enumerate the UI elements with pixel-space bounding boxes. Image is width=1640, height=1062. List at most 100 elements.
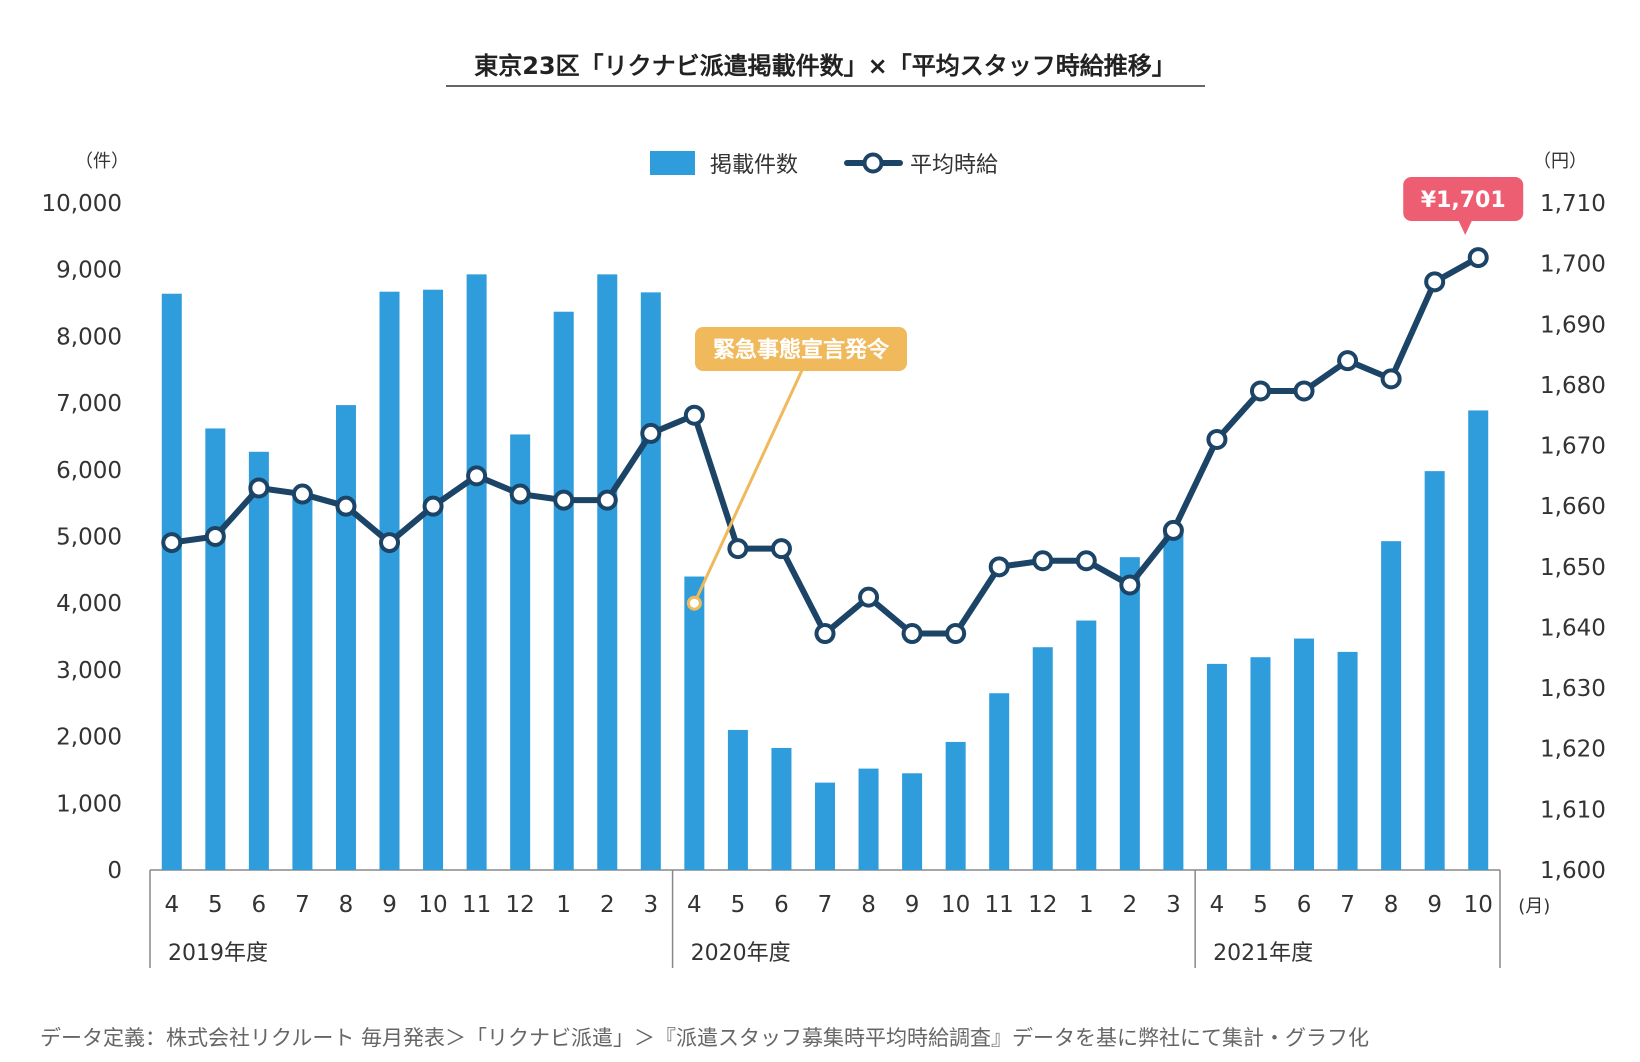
right-tick-label: 1,630 xyxy=(1540,676,1606,702)
bar xyxy=(1424,471,1445,870)
x-tick-label: 12 xyxy=(1028,892,1057,918)
bar xyxy=(1032,647,1053,870)
right-tick-label: 1,710 xyxy=(1540,191,1606,217)
emergency-callout-box xyxy=(695,327,907,371)
fiscal-year-label: 2019年度 xyxy=(168,941,268,966)
x-tick-label: 12 xyxy=(506,892,535,918)
x-tick-label: 1 xyxy=(1079,892,1094,918)
x-tick-label: 6 xyxy=(252,892,267,918)
line-point xyxy=(422,495,444,517)
left-tick-label: 7,000 xyxy=(56,391,122,417)
right-tick-label: 1,670 xyxy=(1540,434,1606,460)
x-tick-label: 7 xyxy=(295,892,310,918)
left-tick-label: 2,000 xyxy=(56,725,122,751)
left-axis-unit: （件） xyxy=(75,151,129,172)
left-tick-label: 4,000 xyxy=(56,591,122,617)
bar-series xyxy=(161,274,1489,871)
right-tick-label: 1,680 xyxy=(1540,373,1606,399)
x-tick-label: 7 xyxy=(1340,892,1355,918)
bar xyxy=(1337,651,1358,870)
x-tick-label: 3 xyxy=(643,892,658,918)
legend: 掲載件数 平均時給 xyxy=(650,151,998,178)
x-tick-label: 9 xyxy=(1427,892,1442,918)
bar xyxy=(640,292,661,870)
line-point xyxy=(1424,271,1446,293)
line-point xyxy=(1162,519,1184,541)
x-tick-label: 4 xyxy=(687,892,702,918)
line-point xyxy=(509,483,531,505)
line-point xyxy=(988,556,1010,578)
bar xyxy=(1163,531,1184,870)
legend-bar-swatch xyxy=(650,151,695,175)
line-point xyxy=(1206,428,1228,450)
emergency-pointer-line xyxy=(692,367,805,604)
fiscal-year-label: 2020年度 xyxy=(691,941,791,966)
bar xyxy=(815,782,835,870)
x-tick-label: 9 xyxy=(905,892,920,918)
line-series xyxy=(161,247,1489,645)
x-tick-label: 5 xyxy=(208,892,223,918)
line-point xyxy=(161,532,183,554)
peak-callout-box xyxy=(1403,177,1524,221)
line-point xyxy=(640,422,662,444)
bar xyxy=(248,451,269,870)
source-note: データ定義：株式会社リクルート 毎月発表＞「リクナビ派遣」＞『派遣スタッフ募集時… xyxy=(40,1026,1369,1050)
line-point xyxy=(1380,368,1402,390)
chart-title-text: 東京23区「リクナビ派遣掲載件数」×「平均スタッフ時給推移」 xyxy=(474,52,1176,80)
bar xyxy=(379,291,400,870)
bar xyxy=(161,293,182,870)
x-tick-label: 6 xyxy=(1297,892,1312,918)
line-point xyxy=(1032,550,1054,572)
line-point xyxy=(1337,350,1359,372)
left-tick-label: 0 xyxy=(107,858,122,884)
right-tick-label: 1,660 xyxy=(1540,494,1606,520)
left-tick-label: 6,000 xyxy=(56,458,122,484)
x-tick-label: 11 xyxy=(985,892,1014,918)
right-tick-label: 1,690 xyxy=(1540,312,1606,338)
peak-callout-pointer xyxy=(1458,220,1473,235)
line-path xyxy=(168,254,1482,637)
emergency-callout-text: 緊急事態宣言発令 xyxy=(713,337,890,363)
right-tick-label: 1,700 xyxy=(1540,252,1606,278)
right-tick-label: 1,600 xyxy=(1540,858,1606,884)
bar xyxy=(1294,638,1315,870)
legend-line-label: 平均時給 xyxy=(910,153,998,178)
x-tick-label: 2 xyxy=(600,892,615,918)
x-tick-label: 3 xyxy=(1166,892,1181,918)
line-point xyxy=(858,586,880,608)
bar xyxy=(1076,620,1097,870)
x-axis-unit: (月) xyxy=(1518,896,1550,917)
line-point xyxy=(1467,247,1489,269)
bar xyxy=(1206,663,1227,870)
bar xyxy=(771,747,792,870)
x-tick-label: 8 xyxy=(861,892,876,918)
x-tick-label: 9 xyxy=(382,892,397,918)
right-tick-label: 1,650 xyxy=(1540,555,1606,581)
legend-bar-label: 掲載件数 xyxy=(710,153,798,178)
left-tick-label: 5,000 xyxy=(56,525,122,551)
fiscal-year-label: 2021年度 xyxy=(1213,941,1313,966)
emergency-marker xyxy=(686,595,702,611)
peak-callout-text: ¥1,701 xyxy=(1421,188,1506,213)
x-tick-label: 7 xyxy=(818,892,833,918)
line-point xyxy=(1075,550,1097,572)
line-point xyxy=(901,623,923,645)
x-tick-label: 1 xyxy=(556,892,571,918)
bar xyxy=(989,693,1010,870)
annotations: 緊急事態宣言発令 ¥1,701 xyxy=(686,177,1524,611)
x-tick-label: 4 xyxy=(164,892,179,918)
x-tick-label: 11 xyxy=(462,892,491,918)
bar xyxy=(1119,557,1140,870)
line-point xyxy=(945,623,967,645)
x-tick-label: 8 xyxy=(339,892,354,918)
x-tick-label: 10 xyxy=(941,892,970,918)
line-point xyxy=(248,477,270,499)
line-point xyxy=(1119,574,1141,596)
bar xyxy=(553,311,574,870)
line-point xyxy=(335,495,357,517)
left-tick-label: 8,000 xyxy=(56,324,122,350)
bar xyxy=(858,768,879,870)
x-tick-label: 2 xyxy=(1123,892,1138,918)
x-tick-label: 6 xyxy=(774,892,789,918)
bar xyxy=(292,495,313,870)
